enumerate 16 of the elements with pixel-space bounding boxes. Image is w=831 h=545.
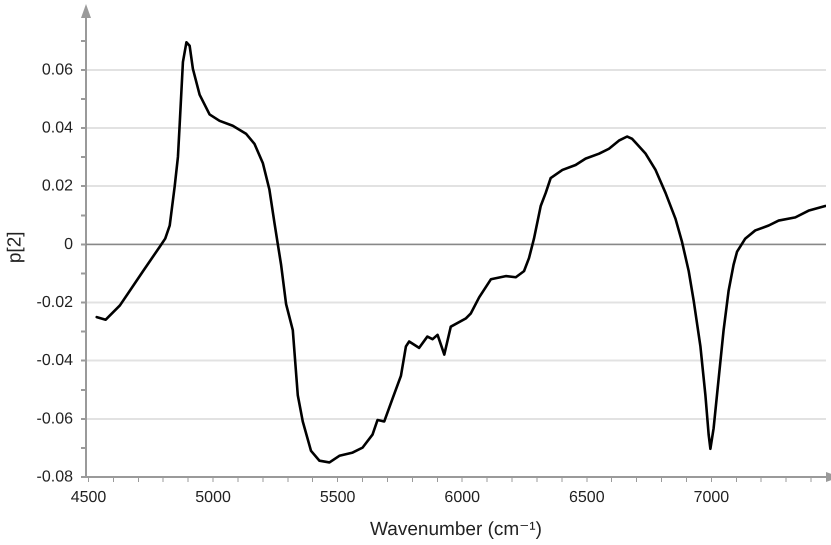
y-tick-label: -0.08 [36,468,74,486]
x-axis-title: Wavenumber (cm⁻¹) [370,518,542,540]
y-tick-label: -0.06 [36,410,74,428]
x-tick-label: 7000 [694,489,730,506]
y-axis-title: p[2] [4,231,26,264]
x-tick-label: 6500 [569,489,605,506]
y-tick-label: -0.04 [36,352,74,370]
x-tick-label: 5500 [320,489,356,506]
y-tick-label: 0 [64,236,74,253]
x-tick-label: 4500 [70,489,106,506]
y-tick-label: -0.02 [36,294,74,311]
y-tick-label: 0.02 [42,178,74,195]
y-tick-label: 0.04 [42,119,74,136]
y-tick-label: 0.06 [42,61,74,78]
x-tick-label: 6000 [444,489,480,506]
x-tick-label: 5000 [195,489,231,506]
